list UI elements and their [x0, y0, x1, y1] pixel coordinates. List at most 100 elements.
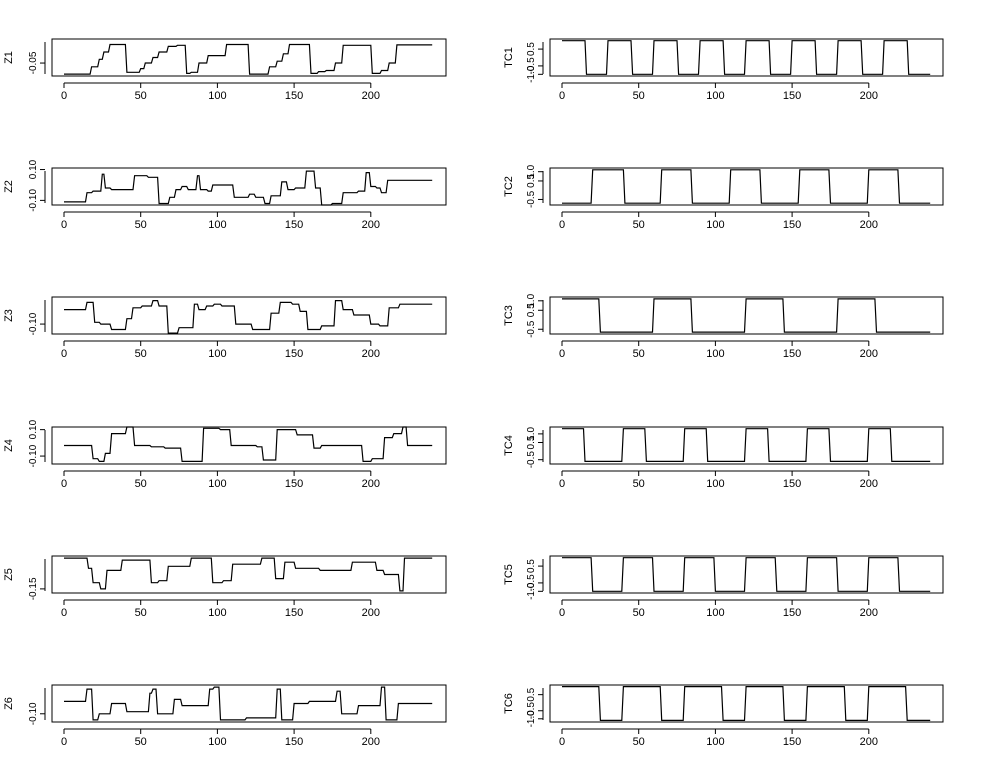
y-tick-label: 0.5	[526, 174, 537, 188]
y-tick-label: 1.0	[526, 164, 537, 178]
x-tick-label: 150	[783, 478, 801, 490]
series-line-z2	[64, 170, 433, 206]
x-tick-label: 100	[208, 219, 226, 231]
series-line-z1	[64, 43, 433, 75]
plot-frame	[549, 296, 944, 335]
x-tick-label: 0	[559, 736, 565, 748]
y-tick-label: 0.10	[28, 419, 39, 439]
plot-frame	[549, 684, 944, 723]
series-line-z6	[64, 686, 433, 721]
y-tick-label: 1.0	[526, 293, 537, 307]
plot-frame	[549, 38, 944, 77]
x-tick-label: 150	[285, 607, 303, 619]
plot-frame	[549, 426, 944, 465]
panel-z6: 0 50 100 150 200 -0.10 Z6	[3, 684, 447, 748]
y-tick-label: 0.5	[526, 687, 537, 701]
y-tick-label: -1.0	[526, 582, 537, 600]
y-axis-label: Z3	[3, 309, 15, 322]
plot-frame	[549, 555, 944, 594]
y-tick-label: -1.0	[526, 710, 537, 728]
x-tick-label: 150	[285, 348, 303, 360]
x-tick-label: 100	[706, 219, 724, 231]
y-tick-label: 0.5	[526, 559, 537, 573]
y-tick-label: -0.5	[526, 451, 537, 469]
x-tick-label: 50	[135, 736, 147, 748]
x-tick-label: 200	[362, 736, 380, 748]
panel-tc2: 0 50 100 150 200 -0.5 0.51.0 TC2	[503, 164, 944, 231]
y-tick-label: 0.10	[28, 159, 39, 179]
y-tick-label: 0.5	[526, 42, 537, 56]
series-line-z4	[64, 426, 433, 462]
y-tick-label: 0.5	[526, 435, 537, 449]
y-tick-label: -0.15	[28, 577, 39, 600]
plot-frame	[51, 296, 447, 335]
y-axis-label: TC3	[503, 305, 515, 326]
x-tick-label: 150	[285, 478, 303, 490]
x-tick-label: 200	[362, 478, 380, 490]
x-tick-label: 200	[362, 348, 380, 360]
plot-frame	[51, 38, 447, 77]
x-tick-label: 200	[860, 348, 878, 360]
x-tick-label: 50	[633, 607, 645, 619]
panel-tc3: 0 50 100 150 200 -0.5 0.51.0 TC3	[503, 293, 944, 360]
panel-tc5: 0 50 100 150 200 -1.0-0.50.5 TC5	[503, 555, 944, 619]
x-tick-label: 50	[633, 90, 645, 102]
x-tick-label: 0	[61, 736, 67, 748]
x-tick-label: 50	[135, 607, 147, 619]
series-line-tc2	[562, 169, 931, 204]
x-tick-label: 200	[860, 607, 878, 619]
series-line-tc3	[562, 298, 931, 333]
y-axis-label: Z6	[3, 697, 15, 710]
x-tick-label: 50	[135, 348, 147, 360]
x-tick-label: 0	[61, 478, 67, 490]
x-tick-label: 100	[706, 348, 724, 360]
x-tick-label: 50	[633, 348, 645, 360]
y-tick-label: -0.5	[526, 702, 537, 720]
x-tick-label: 100	[706, 607, 724, 619]
x-tick-label: 100	[208, 90, 226, 102]
y-axis-label: Z1	[3, 51, 15, 64]
series-line-tc4	[562, 428, 931, 462]
x-tick-label: 100	[208, 348, 226, 360]
panel-z3: 0 50 100 150 200 -0.10 Z3	[3, 296, 447, 360]
plot-frame	[51, 684, 447, 723]
x-tick-label: 200	[860, 219, 878, 231]
y-axis-label: TC4	[503, 435, 515, 456]
y-tick-label: -0.10	[28, 312, 39, 335]
plot-frame	[549, 167, 944, 206]
x-tick-label: 50	[135, 90, 147, 102]
x-tick-label: 100	[208, 478, 226, 490]
series-line-tc6	[562, 685, 931, 722]
x-tick-label: 0	[559, 90, 565, 102]
x-tick-label: 0	[61, 348, 67, 360]
x-tick-label: 50	[633, 736, 645, 748]
plot-frame	[51, 555, 447, 594]
series-line-z5	[64, 557, 433, 592]
x-tick-label: 0	[61, 607, 67, 619]
panel-z2: 0 50 100 150 200 -0.10 0.10 Z2	[3, 159, 447, 231]
x-tick-label: 0	[559, 219, 565, 231]
series-line-tc5	[562, 557, 931, 592]
x-tick-label: 50	[633, 478, 645, 490]
y-tick-label: -0.05	[28, 51, 39, 74]
y-axis-label: TC5	[503, 564, 515, 585]
x-tick-label: 150	[783, 348, 801, 360]
x-tick-label: 200	[860, 478, 878, 490]
x-tick-label: 0	[559, 607, 565, 619]
y-tick-label: -1.0	[526, 65, 537, 83]
x-tick-label: 150	[783, 607, 801, 619]
x-tick-label: 0	[61, 219, 67, 231]
x-tick-label: 200	[362, 90, 380, 102]
y-tick-label: 0.5	[526, 303, 537, 317]
panel-tc4: 0 50 100 150 200 -0.5 0.51.0 TC4	[503, 426, 944, 490]
x-tick-label: 50	[633, 219, 645, 231]
panel-z5: 0 50 100 150 200 -0.15 Z5	[3, 555, 447, 619]
y-axis-label: TC6	[503, 693, 515, 714]
y-tick-label: -0.5	[526, 574, 537, 592]
x-tick-label: 150	[783, 736, 801, 748]
x-tick-label: 100	[706, 736, 724, 748]
x-tick-label: 150	[285, 219, 303, 231]
y-tick-label: -0.10	[28, 189, 39, 212]
y-axis-label: TC2	[503, 176, 515, 197]
plot-frame	[51, 426, 447, 465]
